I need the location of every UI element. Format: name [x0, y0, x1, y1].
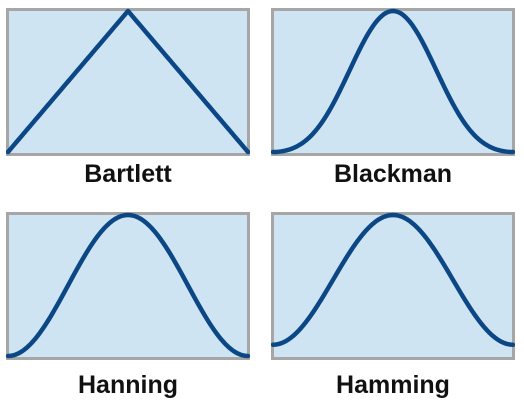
blackman-plot-frame — [271, 8, 515, 156]
blackman-plot — [271, 8, 515, 156]
hanning-plot-frame — [6, 212, 250, 360]
hamming-plot — [271, 212, 515, 360]
bartlett-plot — [6, 8, 250, 156]
blackman-curve — [271, 8, 515, 155]
hanning-curve — [6, 212, 250, 359]
blackman-graph — [271, 8, 515, 156]
bartlett-panel: Bartlett — [6, 8, 250, 208]
blackman-panel: Blackman — [271, 8, 515, 208]
blackman-label: Blackman — [333, 160, 453, 188]
bartlett-label: Bartlett — [84, 160, 172, 188]
hamming-curve — [271, 212, 515, 347]
hamming-graph — [271, 212, 515, 360]
hanning-graph — [6, 212, 250, 360]
hanning-label: Hanning — [78, 371, 178, 399]
hanning-plot — [6, 212, 250, 360]
hamming-label: Hamming — [336, 371, 450, 399]
bartlett-plot-frame — [6, 8, 250, 156]
hamming-panel: Hamming — [271, 212, 515, 404]
hanning-panel: Hanning — [6, 212, 250, 404]
bartlett-graph — [6, 8, 250, 156]
bartlett-curve — [6, 8, 250, 155]
hamming-plot-frame — [271, 212, 515, 360]
